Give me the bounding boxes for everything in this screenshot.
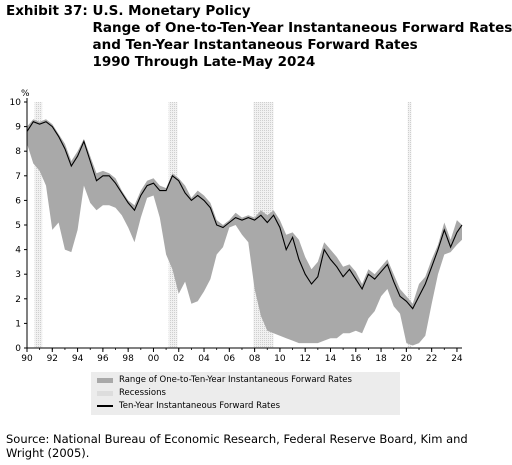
x-tick-label-92: 92 (47, 354, 58, 364)
forward-rate-line (26, 121, 463, 310)
legend-swatch-recessions (97, 390, 113, 396)
legend-swatch-range (97, 377, 113, 383)
x-tick-label-02: 02 (173, 354, 184, 364)
legend-item-forward: Ten-Year Instantaneous Forward Rates (97, 399, 280, 413)
x-tick-label-08: 08 (249, 354, 261, 364)
x-tick-label-24: 24 (451, 354, 463, 364)
legend-swatch-forward (97, 405, 113, 407)
y-tick-label-8: 8 (15, 147, 21, 157)
exhibit-label: Exhibit 37: (6, 3, 93, 19)
forward-rate-range-area (27, 119, 462, 346)
y-tick-label-4: 4 (15, 246, 21, 256)
x-tick-label-20: 20 (401, 354, 413, 364)
title-line-4: 1990 Through Late-May 2024 (92, 54, 316, 70)
y-tick-label-6: 6 (15, 196, 21, 206)
x-tick-label-12: 12 (299, 354, 310, 364)
x-tick-label-94: 94 (72, 354, 84, 364)
x-tick-label-96: 96 (97, 354, 109, 364)
legend-label-recessions: Recessions (119, 388, 166, 398)
y-tick-label-10: 10 (10, 98, 22, 108)
legend-label-range: Range of One-to-Ten-Year Instantaneous F… (119, 375, 352, 385)
legend-label-forward: Ten-Year Instantaneous Forward Rates (119, 401, 281, 411)
x-tick-label-22: 22 (426, 354, 437, 364)
x-tick-label-18: 18 (375, 354, 387, 364)
y-axis-unit-label: % (21, 89, 30, 99)
legend-item-range: Range of One-to-Ten-Year Instantaneous F… (97, 373, 352, 387)
range-area (27, 119, 462, 346)
x-tick-label-90: 90 (21, 354, 33, 364)
y-tick-label-5: 5 (15, 221, 21, 231)
y-tick-label-9: 9 (15, 123, 21, 133)
x-tick-label-16: 16 (350, 354, 362, 364)
source-note: Source: National Bureau of Economic Rese… (6, 432, 468, 460)
x-tick-label-14: 14 (325, 354, 337, 364)
y-tick-label-2: 2 (15, 295, 21, 305)
y-tick-label-3: 3 (15, 270, 21, 280)
recession-band-4 (407, 102, 412, 348)
title-line-3: and Ten-Year Instantaneous Forward Rates (92, 37, 418, 53)
title-line-1: U.S. Monetary Policy (92, 3, 251, 19)
x-tick-label-04: 04 (198, 354, 210, 364)
ten-year-forward-line (26, 121, 463, 310)
title-line-2: Range of One-to-Ten-Year Instantaneous F… (92, 20, 512, 36)
recession-band-1 (34, 102, 43, 348)
x-tick-label-98: 98 (122, 354, 134, 364)
x-tick-label-10: 10 (274, 354, 286, 364)
y-tick-label-7: 7 (15, 172, 21, 182)
x-tick-label-00: 00 (148, 354, 160, 364)
legend: Range of One-to-Ten-Year Instantaneous F… (91, 372, 400, 415)
x-tick-label-06: 06 (224, 354, 236, 364)
y-tick-label-1: 1 (15, 319, 21, 329)
legend-item-recessions: Recessions (97, 386, 166, 400)
chart-title: Exhibit 37: U.S. Monetary Policy Range o… (6, 3, 512, 71)
y-tick-label-0: 0 (15, 344, 21, 354)
